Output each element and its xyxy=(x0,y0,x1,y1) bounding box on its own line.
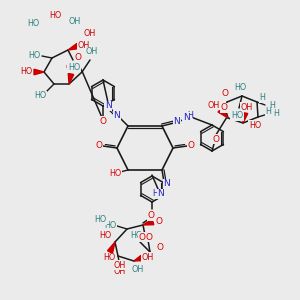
Text: HO: HO xyxy=(99,230,111,239)
Text: H: H xyxy=(187,112,193,121)
Text: OH: OH xyxy=(78,40,90,50)
Polygon shape xyxy=(134,255,143,261)
Text: N: N xyxy=(158,190,164,199)
Text: OH: OH xyxy=(132,266,144,274)
Text: O: O xyxy=(100,116,106,125)
Polygon shape xyxy=(218,108,228,118)
Text: HO: HO xyxy=(103,254,115,262)
Text: HO: HO xyxy=(109,169,121,178)
Text: OH: OH xyxy=(84,28,96,38)
Polygon shape xyxy=(34,69,44,75)
Text: OH: OH xyxy=(66,64,78,73)
Text: HO: HO xyxy=(94,215,106,224)
Text: OH: OH xyxy=(69,17,81,26)
Text: H: H xyxy=(273,109,279,118)
Text: HO: HO xyxy=(234,83,246,92)
Text: O: O xyxy=(220,103,227,112)
Text: O: O xyxy=(188,142,194,151)
Text: OH: OH xyxy=(86,47,98,56)
Text: OH: OH xyxy=(142,253,154,262)
Text: H: H xyxy=(265,107,271,116)
Text: OH: OH xyxy=(114,260,126,269)
Text: N: N xyxy=(164,179,170,188)
Polygon shape xyxy=(68,44,79,50)
Text: N: N xyxy=(174,118,180,127)
Text: HO: HO xyxy=(49,11,61,20)
Text: O: O xyxy=(212,134,220,143)
Polygon shape xyxy=(107,242,115,253)
Polygon shape xyxy=(68,74,74,84)
Text: O: O xyxy=(74,53,82,62)
Text: H: H xyxy=(259,94,265,103)
Polygon shape xyxy=(242,112,248,123)
Text: HO: HO xyxy=(27,20,39,28)
Text: O: O xyxy=(95,142,103,151)
Text: O: O xyxy=(146,232,152,242)
Text: HO: HO xyxy=(34,92,46,100)
Text: O: O xyxy=(221,88,229,98)
Text: OH: OH xyxy=(114,268,126,277)
Text: H: H xyxy=(269,101,275,110)
Text: HO: HO xyxy=(28,50,40,59)
Text: HO: HO xyxy=(20,68,32,76)
Polygon shape xyxy=(143,219,154,225)
Text: O: O xyxy=(155,217,163,226)
Text: O: O xyxy=(148,212,154,220)
Text: OH: OH xyxy=(208,100,220,109)
Text: N: N xyxy=(105,101,111,110)
Text: O: O xyxy=(139,232,145,242)
Text: N: N xyxy=(183,112,189,122)
Text: N: N xyxy=(114,110,120,119)
Text: HO: HO xyxy=(249,121,261,130)
Text: OH: OH xyxy=(241,103,253,112)
Text: HO: HO xyxy=(104,220,116,230)
Text: HO: HO xyxy=(231,112,243,121)
Text: HO: HO xyxy=(68,62,80,71)
Text: O: O xyxy=(157,242,164,251)
Text: HO: HO xyxy=(130,230,142,239)
Text: H: H xyxy=(152,190,158,199)
